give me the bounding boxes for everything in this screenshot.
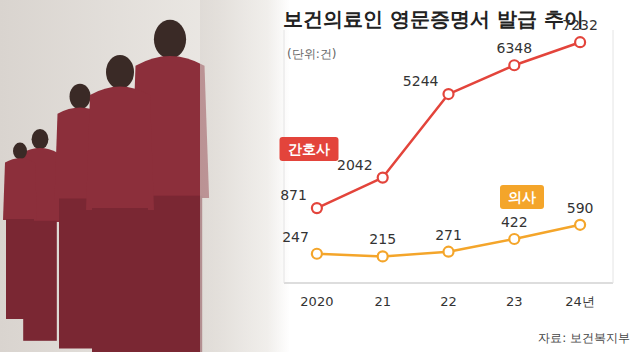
point bbox=[575, 220, 585, 230]
point bbox=[509, 60, 519, 70]
x-tick-label: 22 bbox=[440, 294, 457, 309]
chart: 보건의료인 영문증명서 발급 추이 (단위:건) 자료: 보건복지부 2020 21 22… bbox=[0, 0, 640, 352]
data-label: 215 bbox=[369, 231, 396, 247]
point bbox=[509, 234, 519, 244]
data-label: 422 bbox=[501, 214, 528, 230]
title: 보건의료인 영문증명서 발급 추이 bbox=[283, 7, 584, 31]
figure-legs bbox=[6, 219, 34, 319]
x-tick-label: 24년 bbox=[565, 294, 595, 309]
x-tick-label: 2020 bbox=[300, 294, 333, 309]
figure-body bbox=[3, 158, 37, 220]
figure-head bbox=[32, 129, 49, 149]
photo-figures bbox=[3, 20, 209, 352]
point bbox=[378, 251, 388, 261]
x-axis-line bbox=[284, 283, 613, 284]
series-line bbox=[317, 42, 580, 208]
source: 자료: 보건복지부 bbox=[538, 331, 630, 345]
x-tick-label: 21 bbox=[374, 294, 391, 309]
data-label: 6348 bbox=[496, 40, 532, 56]
figure-head bbox=[154, 20, 186, 59]
data-label: 590 bbox=[567, 200, 594, 216]
data-label: 7232 bbox=[562, 17, 598, 33]
figure-head bbox=[13, 143, 27, 160]
point bbox=[575, 37, 585, 47]
legend-swatch bbox=[280, 137, 339, 161]
figure-head bbox=[70, 84, 91, 110]
legend-label: 의사 bbox=[508, 189, 536, 205]
x-tick-label: 23 bbox=[506, 294, 523, 309]
point bbox=[378, 173, 388, 183]
data-label: 5244 bbox=[403, 73, 439, 89]
point bbox=[312, 249, 322, 259]
data-label: 271 bbox=[435, 227, 462, 243]
plot-area bbox=[312, 37, 585, 261]
figure-head bbox=[106, 55, 134, 89]
data-label: 2042 bbox=[337, 157, 373, 173]
photo-fade bbox=[200, 0, 290, 352]
legend-swatch bbox=[500, 185, 544, 209]
point bbox=[444, 247, 454, 257]
point bbox=[312, 203, 322, 213]
subtitle: (단위:건) bbox=[287, 47, 336, 61]
y2-axis-line bbox=[613, 30, 614, 283]
legend-label: 간호사 bbox=[288, 141, 330, 157]
data-labels: 871 2042 5244 6348 7232 247 215 271 422 590 bbox=[280, 17, 598, 247]
legend-entry: 간호사 bbox=[280, 137, 339, 161]
data-label: 871 bbox=[280, 187, 307, 203]
figure-legs bbox=[92, 208, 148, 352]
data-label: 247 bbox=[282, 229, 309, 245]
legend-entry: 의사 bbox=[500, 185, 544, 209]
figure-body bbox=[86, 87, 154, 211]
series-line bbox=[317, 225, 580, 257]
point bbox=[444, 89, 454, 99]
